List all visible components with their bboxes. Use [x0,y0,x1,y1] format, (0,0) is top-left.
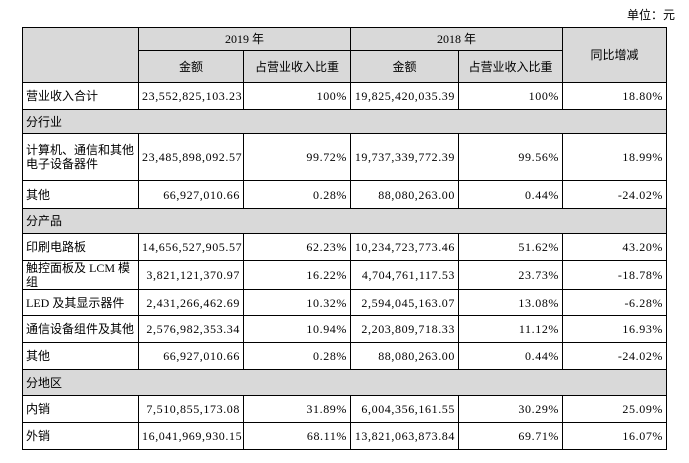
cell: 69.71% [458,422,564,450]
subheader: 占营业收入比重 [242,50,352,83]
cell: 43.20% [562,233,668,261]
cell: 13.08% [458,289,564,316]
table-body: 2019 年 2018 年 同比增减 金额 占营业收入比重 金额 占营业收入比重… [21,27,668,450]
subheader: 金额 [138,50,244,83]
cell: 62.23% [242,233,352,261]
yoy-header: 同比增减 [562,27,668,83]
section-row: 分行业 [21,109,668,134]
data-row: 其他 66,927,010.66 0.28% 88,080,263.00 0.44% -2… [22,180,668,209]
header-corner [22,27,139,83]
cell: 19,825,420,035.39 [350,82,460,110]
header-row: 2019 年 2018 年 同比增减 [22,27,668,83]
data-row: 内销 7,510,855,173.08 31.89% 6,004,356,161.55… [22,395,668,423]
cell: -6.28% [562,289,668,316]
data-row: 印刷电路板 14,656,527,905.57 62.23% 10,234,723,7… [22,233,668,261]
cell: 0.28% [242,342,352,370]
cell: 16.22% [242,260,352,290]
cell: -24.02% [562,180,668,209]
cell: 100% [458,82,564,110]
cell: 2,203,809,718.33 [350,315,460,343]
row-label: 通信设备组件及其他 [22,315,139,343]
cell: 2,576,982,353.34 [138,315,244,343]
cell: 23.73% [458,260,564,290]
row-label: LED 及其显示器件 [22,289,139,316]
revenue-table: 2019 年 2018 年 同比增减 金额 占营业收入比重 金额 占营业收入比重… [21,27,668,450]
row-label: 计算机、通信和其他电子设备器件 [22,133,139,181]
row-label: 其他 [22,180,139,209]
cell: 4,704,761,117.53 [350,260,460,290]
year-header: 2018 年 [350,27,564,51]
unit-label: 单位：元 [626,8,675,22]
cell: 31.89% [242,395,352,423]
cell: 68.11% [242,422,352,450]
cell: 16.07% [562,422,668,450]
section-label: 分产品 [21,208,668,234]
cell: 0.28% [242,180,352,209]
row-label: 触控面板及 LCM 模组 [22,260,139,290]
cell: 7,510,855,173.08 [138,395,244,423]
cell: 16.93% [562,315,668,343]
row-label: 外销 [22,422,139,450]
cell: 13,821,063,873.84 [350,422,460,450]
cell: 2,431,266,462.69 [138,289,244,316]
cell: 10.94% [242,315,352,343]
cell: 6,004,356,161.55 [350,395,460,423]
section-label: 分地区 [21,369,668,396]
cell: -24.02% [562,342,668,370]
row-label: 内销 [22,395,139,423]
data-row: 通信设备组件及其他 2,576,982,353.34 10.94% 2,203,809… [22,315,668,343]
cell: 16,041,969,930.15 [138,422,244,450]
cell: 2,594,045,163.07 [350,289,460,316]
cell: 88,080,263.00 [350,180,460,209]
data-row: 营业收入合计 23,552,825,103.23 100% 19,825,420,03… [22,82,668,110]
row-label: 其他 [22,342,139,370]
cell: 99.72% [242,133,352,181]
subheader: 占营业收入比重 [458,50,564,83]
cell: 11.12% [458,315,564,343]
cell: 23,485,898,092.57 [138,133,244,181]
cell: 18.99% [562,133,668,181]
cell: 99.56% [458,133,564,181]
section-row: 分产品 [21,208,668,234]
cell: 66,927,010.66 [138,342,244,370]
cell: 66,927,010.66 [138,180,244,209]
cell: 0.44% [458,180,564,209]
cell: 14,656,527,905.57 [138,233,244,261]
cell: 23,552,825,103.23 [138,82,244,110]
section-label: 分行业 [21,109,668,134]
data-row: 触控面板及 LCM 模组 3,821,121,370.97 16.22% 4,704,… [22,260,668,290]
cell: 10,234,723,773.46 [350,233,460,261]
subheader-row: 金额 占营业收入比重 金额 占营业收入比重 [23,50,667,83]
year-header: 2019 年 [137,27,352,51]
cell: -18.78% [562,260,668,290]
cell: 51.62% [458,233,564,261]
data-row: 其他 66,927,010.66 0.28% 88,080,263.00 0.44% -2… [22,342,668,370]
cell: 18.80% [562,82,668,110]
cell: 25.09% [562,395,668,423]
cell: 100% [242,82,352,110]
cell: 19,737,339,772.39 [350,133,460,181]
cell: 88,080,263.00 [350,342,460,370]
cell: 10.32% [242,289,352,316]
subheader: 金额 [350,50,460,83]
row-label: 营业收入合计 [22,82,139,110]
data-row: LED 及其显示器件 2,431,266,462.69 10.32% 2,594,04… [22,289,668,316]
cell: 0.44% [458,342,564,370]
section-row: 分地区 [21,369,668,396]
cell: 3,821,121,370.97 [138,260,244,290]
row-label: 印刷电路板 [22,233,139,261]
cell: 30.29% [458,395,564,423]
data-row: 外销 16,041,969,930.15 68.11% 13,821,063,873.… [22,422,668,450]
data-row: 计算机、通信和其他电子设备器件 23,485,898,092.57 99.72% 19… [22,133,668,181]
